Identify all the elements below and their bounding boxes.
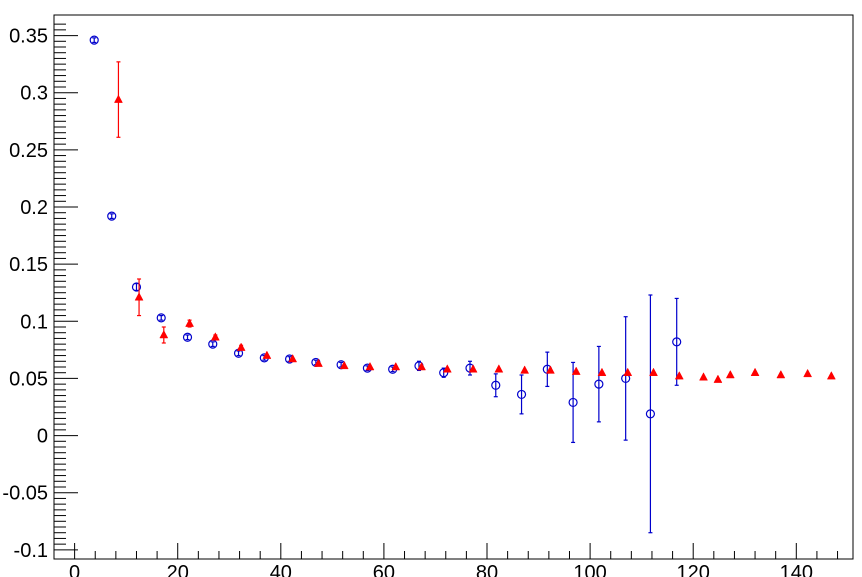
x-tick-label: 40: [270, 562, 292, 577]
data-point: [545, 365, 555, 374]
y-tick-label: 0.05: [9, 368, 48, 390]
data-point: [623, 367, 633, 376]
data-point: [699, 372, 708, 381]
data-point: [803, 368, 813, 378]
data-point: [594, 379, 604, 389]
y-tick-label: 0.1: [20, 311, 48, 333]
y-tick-label: 0: [37, 426, 48, 448]
x-tick-label: 120: [677, 562, 710, 577]
data-point: [568, 397, 578, 408]
data-point: [339, 360, 349, 370]
x-tick-label: 60: [373, 562, 395, 577]
y-tick-label: 0.25: [9, 140, 48, 162]
x-tick-label: 140: [780, 562, 813, 577]
data-point: [439, 368, 449, 378]
data-point: [520, 365, 530, 374]
x-axis-ticks: [74, 543, 839, 559]
data-point: [185, 318, 194, 327]
data-point: [417, 361, 426, 371]
series-blue-circles: [89, 35, 682, 534]
data-point: [649, 367, 658, 376]
data-point: [725, 369, 735, 379]
x-axis-tick-labels: 0 20 40 60 80 100 120 140: [69, 562, 813, 577]
data-point: [491, 380, 501, 390]
data-point: [314, 358, 323, 367]
data-point: [442, 364, 452, 373]
data-point: [159, 329, 169, 339]
data-point: [89, 35, 99, 45]
data-point: [365, 361, 375, 371]
x-tick-label: 80: [476, 562, 498, 577]
y-tick-label: -0.1: [14, 540, 48, 562]
data-point: [776, 369, 786, 379]
plot-frame: [53, 14, 854, 560]
data-point: [494, 364, 504, 373]
data-point: [114, 94, 123, 103]
data-point: [182, 332, 193, 342]
data-point: [391, 361, 401, 371]
data-point: [236, 342, 246, 351]
y-tick-label: 0.15: [9, 254, 48, 276]
data-point: [131, 282, 142, 292]
data-point: [826, 371, 836, 380]
data-point: [156, 313, 166, 323]
x-tick-label: 20: [167, 562, 189, 577]
y-axis-tick-labels: -0.1 -0.05 0 0.05 0.1 0.15 0.2 0.25 0.3 0.35: [2, 26, 48, 562]
data-point: [210, 332, 220, 341]
data-point: [713, 374, 723, 383]
data-point: [571, 366, 581, 375]
y-tick-label: -0.05: [2, 483, 48, 505]
data-point: [750, 367, 760, 376]
y-tick-label: 0.3: [20, 83, 48, 105]
y-axis-ticks: [54, 23, 78, 551]
data-point: [516, 389, 527, 400]
series-red-triangles: [114, 61, 836, 383]
data-point: [672, 337, 682, 347]
y-tick-label: 0.2: [20, 197, 48, 219]
x-tick-label: 100: [573, 562, 606, 577]
data-point: [288, 353, 298, 363]
data-point: [597, 367, 607, 376]
y-tick-label: 0.35: [9, 26, 48, 48]
data-point: [134, 292, 144, 301]
data-point: [107, 211, 117, 221]
data-point: [645, 409, 656, 419]
data-point: [468, 364, 478, 373]
data-point: [262, 350, 272, 359]
data-point: [674, 371, 684, 380]
x-tick-label: 0: [69, 562, 80, 577]
